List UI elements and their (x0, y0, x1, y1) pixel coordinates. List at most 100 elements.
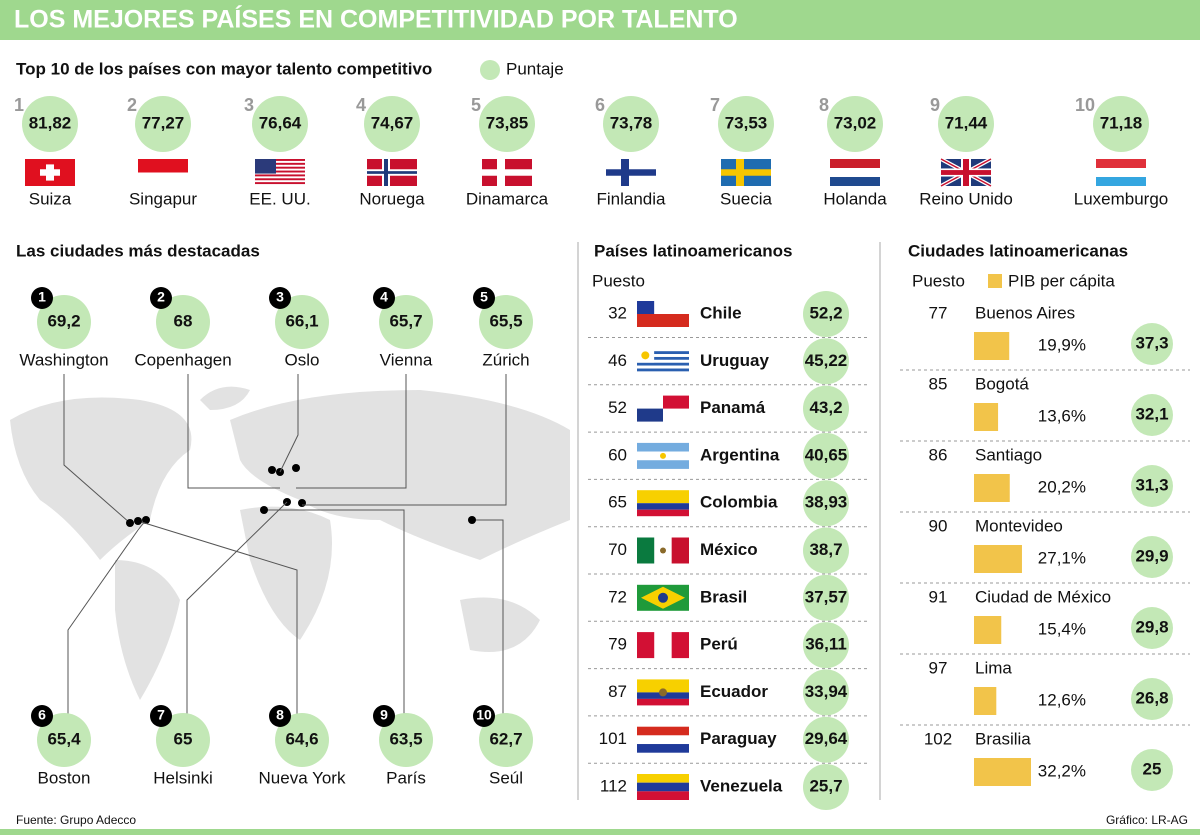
flag-part (637, 503, 689, 510)
country: Uruguay (700, 351, 770, 370)
score-bubble (603, 96, 659, 152)
rank: 91 (929, 587, 948, 606)
legend-swatch (988, 274, 1002, 288)
rank: 85 (929, 374, 948, 393)
gdp-label: 27,1% (1038, 548, 1086, 567)
score: 65,5 (489, 311, 522, 330)
flag (637, 301, 689, 327)
flag-part (637, 301, 655, 314)
legend-label: PIB per cápita (1008, 271, 1115, 290)
flag (637, 537, 689, 564)
score: 65 (174, 729, 193, 748)
country: Venezuela (700, 776, 783, 795)
rank: 6 (38, 707, 46, 723)
flag (830, 159, 880, 186)
score: 32,1 (1135, 404, 1168, 423)
flag-part (637, 726, 689, 736)
flag-part (1096, 177, 1146, 186)
source: Fuente: Grupo Adecco (16, 813, 136, 827)
score: 40,65 (805, 445, 848, 464)
rank: 9 (930, 95, 940, 115)
flag (637, 490, 689, 517)
flag (637, 632, 689, 659)
score: 52,2 (809, 303, 842, 322)
flag (637, 442, 689, 469)
rank: 77 (929, 303, 948, 322)
rank: 102 (924, 729, 952, 748)
country: EE. UU. (249, 189, 310, 208)
flag-part (637, 362, 689, 366)
score-bubble (803, 385, 849, 432)
gdp-label: 19,9% (1038, 335, 1086, 354)
city: Lima (975, 658, 1012, 677)
flag-part (637, 774, 689, 783)
flag-part (671, 632, 689, 659)
score-bubble (1131, 749, 1173, 791)
score: 25,7 (809, 776, 842, 795)
flag-part (637, 698, 689, 706)
flag-part (637, 460, 689, 469)
score: 31,3 (1135, 475, 1168, 494)
top10-title: Top 10 de los países con mayor talento c… (16, 59, 432, 78)
rank: 46 (608, 351, 627, 370)
flag-part (637, 744, 689, 753)
score: 45,22 (805, 351, 848, 370)
rank: 5 (480, 289, 488, 305)
rank: 79 (608, 635, 627, 654)
flag-part (255, 170, 305, 173)
score-bubble (1131, 678, 1173, 720)
score: 65,4 (47, 729, 81, 748)
city: Ciudad de México (975, 587, 1111, 606)
city: Bogotá (975, 374, 1029, 393)
score-bubble (803, 574, 849, 621)
flag-part (637, 351, 689, 355)
leader-line (264, 509, 405, 718)
flag-part (637, 359, 689, 363)
flag (637, 726, 689, 753)
gdp-label: 12,6% (1038, 690, 1086, 709)
city-dot (298, 499, 306, 507)
flag (637, 679, 689, 706)
column-label: Puesto (592, 271, 645, 290)
leader-line (67, 519, 147, 718)
score-bubble (135, 96, 191, 152)
city-dot (134, 517, 142, 525)
flag (482, 159, 532, 186)
rank-badge (473, 705, 495, 727)
score-bubble (156, 295, 210, 349)
country: Suecia (720, 189, 773, 208)
city-dot (260, 506, 268, 514)
flag-part (637, 791, 689, 800)
leader-line (296, 374, 407, 489)
score: 29,64 (805, 729, 848, 748)
flag-part (641, 351, 650, 360)
flag-part (830, 177, 880, 186)
score: 65,7 (389, 311, 422, 330)
flag-part (637, 509, 689, 517)
flag-part (255, 182, 305, 185)
gdp-bar (974, 758, 1031, 786)
score-bubble (1131, 465, 1173, 507)
world-map (10, 386, 570, 700)
score: 63,5 (389, 729, 422, 748)
flag-part (138, 172, 188, 186)
flag-part (671, 537, 689, 564)
score: 29,9 (1135, 546, 1168, 565)
gdp-bar (974, 403, 999, 431)
leader-line (187, 374, 280, 489)
flag-part (637, 356, 689, 360)
city: Helsinki (153, 768, 213, 787)
leader-line (302, 374, 507, 506)
flag (25, 159, 75, 186)
city-dot (126, 519, 134, 527)
title: LOS MEJORES PAÍSES EN COMPETITIVIDAD POR… (14, 5, 738, 34)
score-bubble (479, 96, 535, 152)
score: 43,2 (809, 398, 842, 417)
score-bubble (364, 96, 420, 152)
flag (637, 395, 689, 422)
country: Paraguay (700, 729, 777, 748)
rank: 65 (608, 493, 627, 512)
legend-label: Puntaje (506, 59, 564, 78)
country: Reino Unido (919, 189, 1013, 208)
gdp-bar (974, 687, 997, 715)
